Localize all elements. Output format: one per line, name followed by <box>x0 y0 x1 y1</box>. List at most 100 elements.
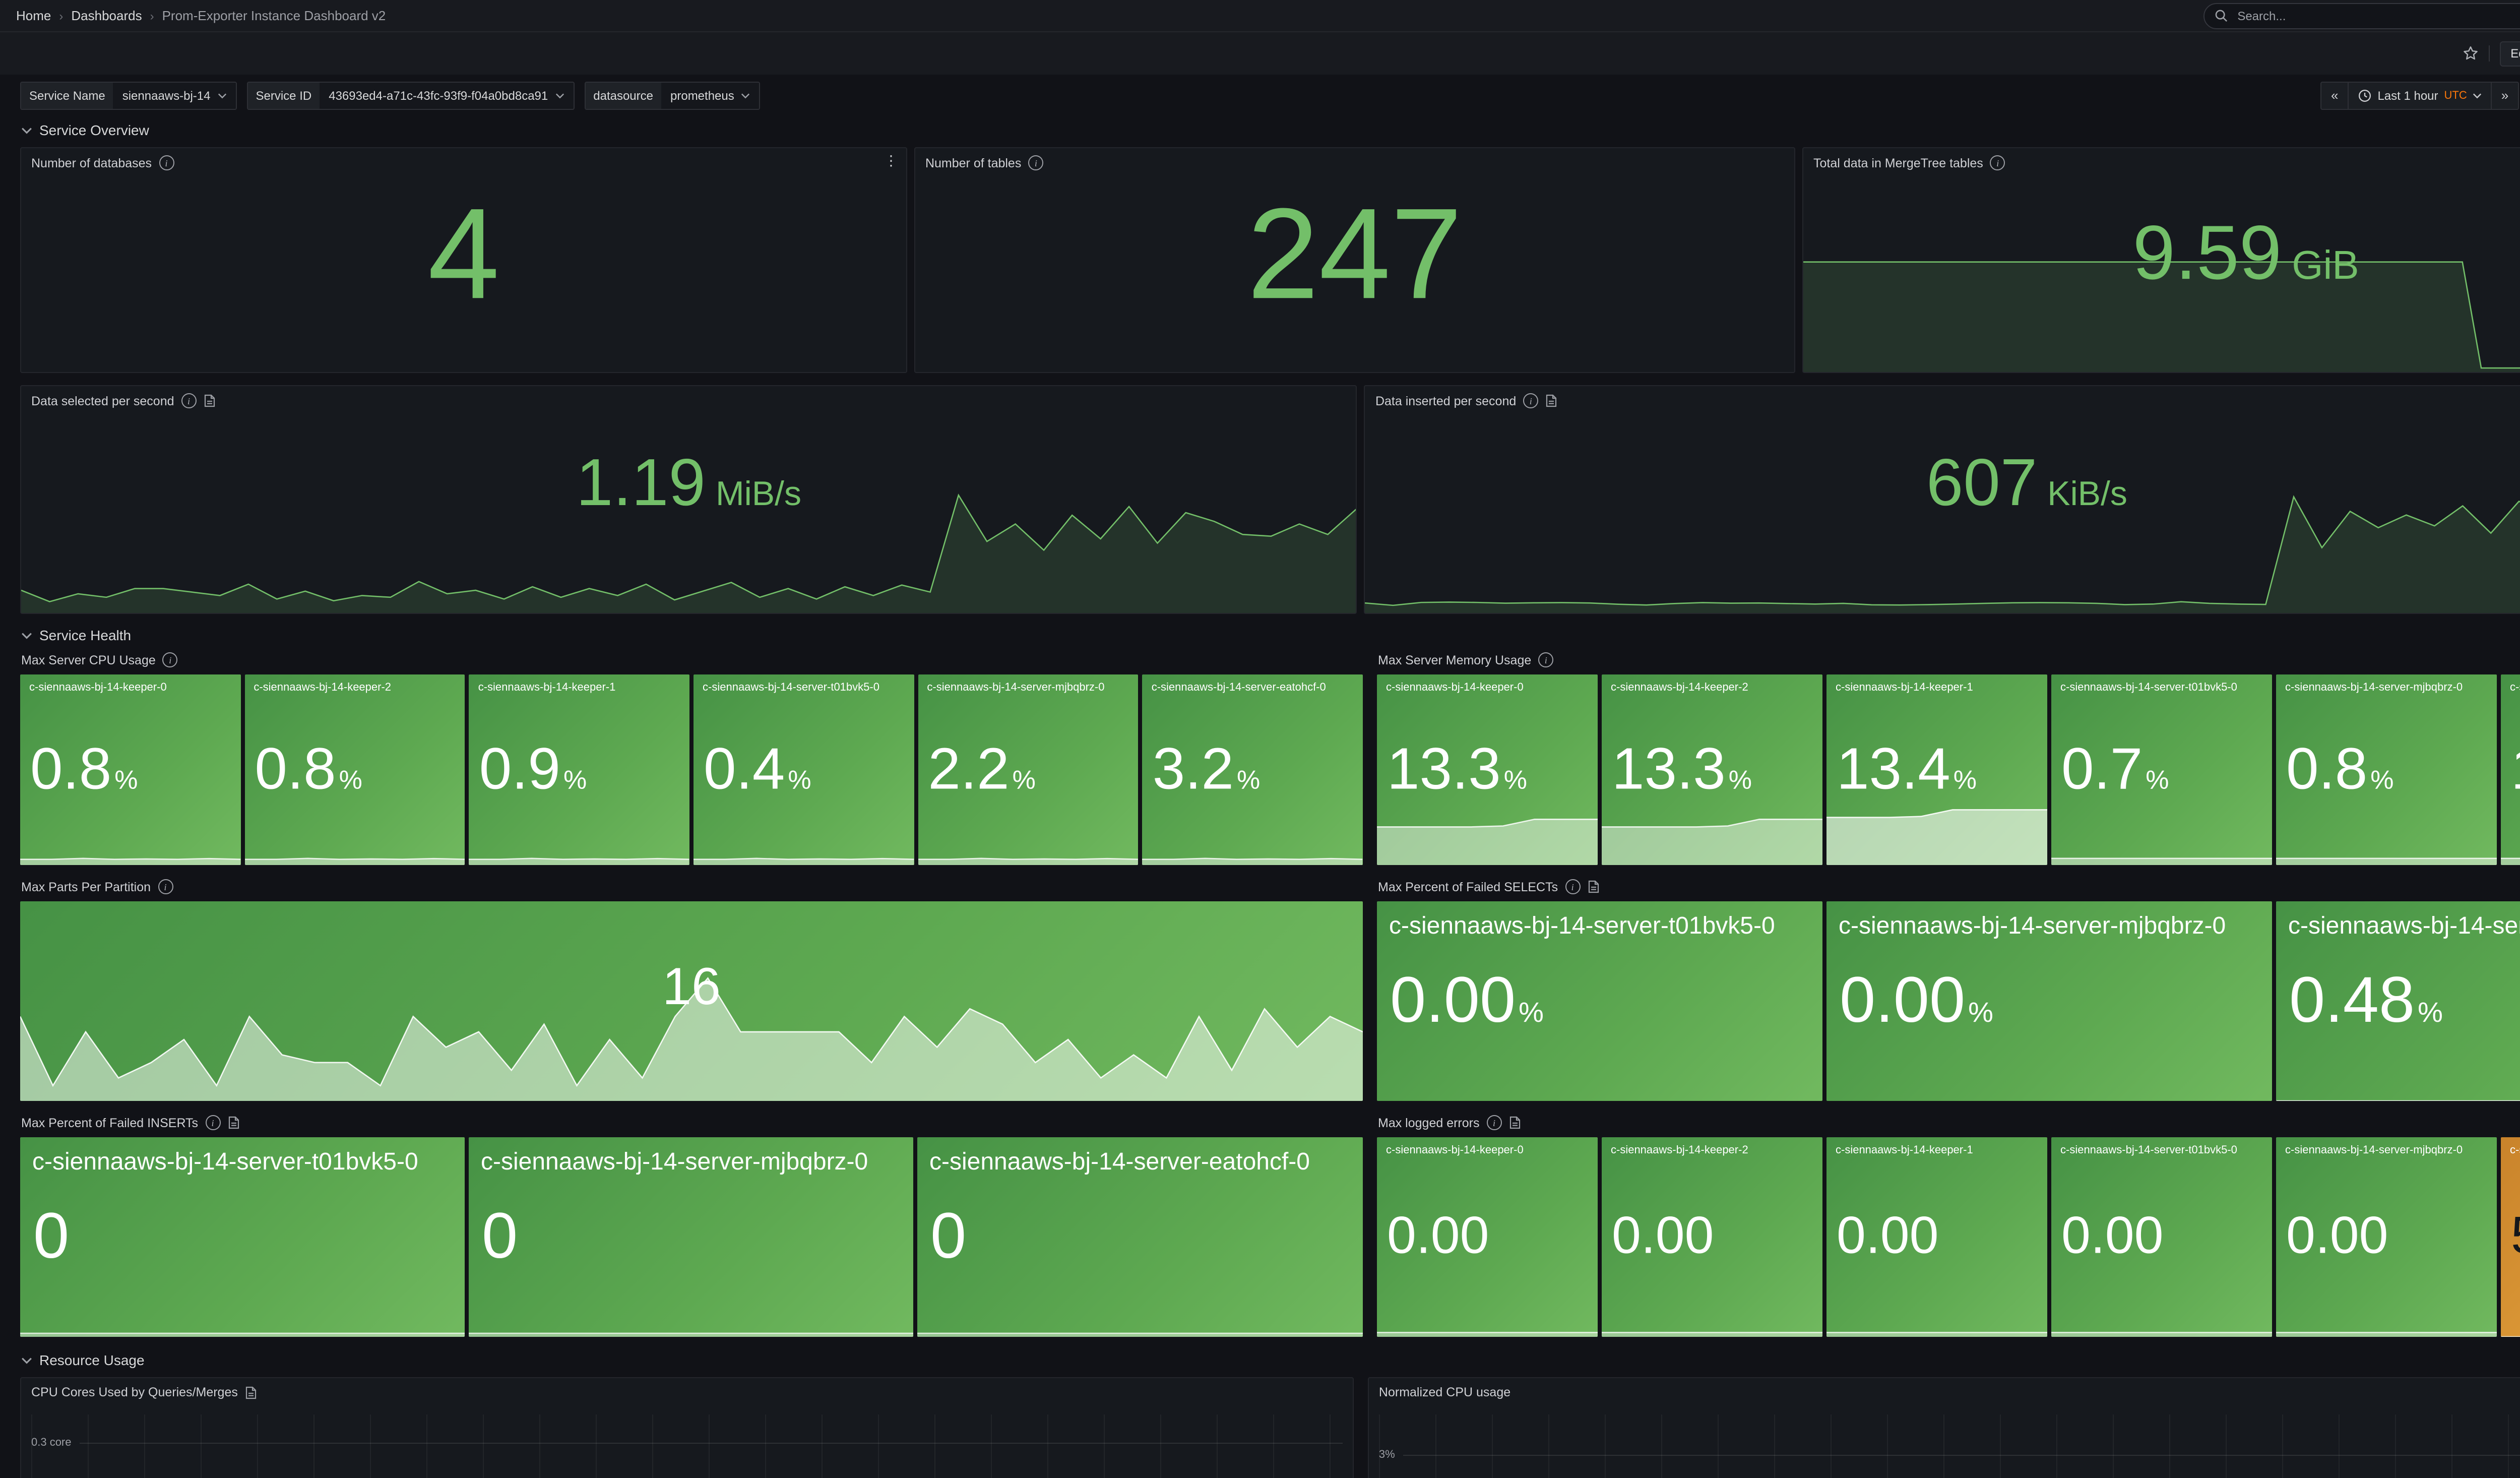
panel-number-of-tables[interactable]: Number of tables i 247 <box>914 147 1796 373</box>
info-icon[interactable]: i <box>1538 652 1554 667</box>
breadcrumb-separator: › <box>150 9 154 23</box>
stat-panel[interactable]: c-siennaaws-bj-14-keeper-1 13.4% <box>1826 674 2047 865</box>
description-icon[interactable] <box>245 1386 257 1399</box>
stat-panel-alert[interactable]: c-siennaaws-bj-14-server-eatohcf-0 5.00 <box>2501 1137 2520 1337</box>
stat-panel[interactable]: c-siennaaws-bj-14-server-t01bvk5-0 0.7% <box>2051 674 2272 865</box>
stat-value: 0.4% <box>704 735 811 802</box>
info-icon[interactable]: i <box>1523 393 1539 408</box>
stat-panel[interactable]: c-siennaaws-bj-14-server-mjbqbrz-0 0.00% <box>1826 901 2272 1101</box>
stat-panel[interactable]: c-siennaaws-bj-14-keeper-1 0.9% <box>469 674 690 865</box>
variable-datasource[interactable]: datasource prometheus <box>584 81 761 109</box>
failed-selects-panels: c-siennaaws-bj-14-server-t01bvk5-0 0.00%… <box>1377 901 2520 1101</box>
description-icon[interactable] <box>1509 1116 1521 1129</box>
description-icon[interactable] <box>1587 880 1599 893</box>
stat-panel[interactable]: c-siennaaws-bj-14-server-eatohcf-0 0 <box>917 1137 1363 1337</box>
stat-panel[interactable]: c-siennaaws-bj-14-keeper-2 0.00 <box>1602 1137 1822 1337</box>
dashboard-toolbar: Edit Export Share <box>0 32 2520 75</box>
stat-panel[interactable]: c-siennaaws-bj-14-keeper-1 0.00 <box>1826 1137 2047 1337</box>
time-shift-back-button[interactable]: « <box>2322 82 2349 108</box>
stat-panel[interactable]: c-siennaaws-bj-14-keeper-0 0.8% <box>20 674 241 865</box>
section-resource-usage[interactable]: Resource Usage <box>21 1352 2520 1368</box>
description-icon[interactable] <box>204 394 216 407</box>
info-icon[interactable]: i <box>158 879 173 894</box>
stat-label: c-siennaaws-bj-14-keeper-1 <box>478 682 616 694</box>
panel-cpu-cores-queries-merges[interactable]: CPU Cores Used by Queries/Merges 0.3 cor… <box>20 1377 1354 1478</box>
stat-value: 0 <box>930 1199 967 1272</box>
stat-panel[interactable]: c-siennaaws-bj-14-server-eatohcf-0 1.4% <box>2501 674 2520 865</box>
stat-label: c-siennaaws-bj-14-server-eatohcf-0 <box>2288 912 2520 940</box>
stat-label: c-siennaaws-bj-14-server-eatohcf-0 <box>1151 682 1326 694</box>
stat-panel[interactable]: c-siennaaws-bj-14-keeper-2 0.8% <box>244 674 465 865</box>
panel-title: Number of tables <box>925 156 1022 170</box>
stat-panel[interactable]: c-siennaaws-bj-14-server-mjbqbrz-0 2.2% <box>918 674 1139 865</box>
stat-panel[interactable]: c-siennaaws-bj-14-server-mjbqbrz-0 0 <box>469 1137 913 1337</box>
stat-value: 0.00 <box>2286 1206 2388 1265</box>
stat-panel[interactable]: c-siennaaws-bj-14-keeper-0 13.3% <box>1377 674 1598 865</box>
stat-panel[interactable]: c-siennaaws-bj-14-server-t01bvk5-0 0.00% <box>1377 901 1822 1101</box>
info-icon[interactable]: i <box>181 393 197 408</box>
stat-value: 16 <box>662 958 721 1017</box>
stat-panel[interactable]: c-siennaaws-bj-14-server-t01bvk5-0 0.00 <box>2051 1137 2272 1337</box>
stat-value: 0.00 <box>1612 1206 1714 1265</box>
dashboard-body: Service Name siennaaws-bj-14 Service ID … <box>0 81 2520 1478</box>
info-icon[interactable]: i <box>1028 155 1044 170</box>
stat-panel[interactable]: c-siennaaws-bj-14-server-eatohcf-0 3.2% <box>1142 674 1363 865</box>
chevron-down-icon <box>2473 93 2482 98</box>
panel-max-percent-failed-selects-title: Max Percent of Failed SELECTs i <box>1378 879 2520 894</box>
info-icon[interactable]: i <box>1486 1115 1502 1130</box>
panel-data-selected-per-second[interactable]: Data selected per second i 1.19 MiB/s <box>20 385 1357 614</box>
breadcrumb-home[interactable]: Home <box>16 8 51 23</box>
breadcrumb: Home › Dashboards › Prom-Exporter Instan… <box>16 8 386 23</box>
variable-service-name[interactable]: Service Name siennaaws-bj-14 <box>20 81 237 109</box>
stat-panel[interactable]: c-siennaaws-bj-14-keeper-0 0.00 <box>1377 1137 1598 1337</box>
variable-service-id[interactable]: Service ID 43693ed4-a71c-43fc-93f9-f04a0… <box>246 81 575 109</box>
parts-per-partition-panel[interactable]: 16 <box>20 901 1363 1101</box>
stat-panel[interactable]: c-siennaaws-bj-14-keeper-2 13.3% <box>1602 674 1822 865</box>
sparkline <box>469 1137 913 1337</box>
panel-number-of-databases[interactable]: Number of databases i ⋮ 4 <box>20 147 907 373</box>
star-icon[interactable] <box>2462 45 2478 61</box>
parts-area-chart <box>20 901 1363 1101</box>
info-icon[interactable]: i <box>159 155 174 170</box>
top-nav: Home › Dashboards › Prom-Exporter Instan… <box>0 0 2520 32</box>
stat-label: c-siennaaws-bj-14-server-mjbqbrz-0 <box>927 682 1105 694</box>
time-range-picker[interactable]: Last 1 hour UTC <box>2348 82 2492 108</box>
cpu-stat-panels: c-siennaaws-bj-14-keeper-0 0.8% c-sienna… <box>20 674 1363 865</box>
description-icon[interactable] <box>227 1116 239 1129</box>
stat-panel[interactable]: c-siennaaws-bj-14-server-mjbqbrz-0 0.00 <box>2276 1137 2497 1337</box>
stat-panel[interactable]: c-siennaaws-bj-14-server-t01bvk5-0 0 <box>20 1137 465 1337</box>
time-controls: « Last 1 hour UTC » <box>2320 81 2520 109</box>
panel-menu-icon[interactable]: ⋮ <box>884 152 898 168</box>
stat-label: c-siennaaws-bj-14-server-mjbqbrz-0 <box>2285 1144 2463 1156</box>
search-input[interactable]: ⌘+k <box>2203 3 2520 29</box>
search-field[interactable] <box>2235 8 2520 24</box>
stat-panel[interactable]: c-siennaaws-bj-14-server-mjbqbrz-0 0.8% <box>2276 674 2497 865</box>
stat-label: c-siennaaws-bj-14-keeper-2 <box>1611 1144 1748 1156</box>
variable-label: datasource <box>585 82 661 108</box>
breadcrumb-dashboards[interactable]: Dashboards <box>71 8 142 23</box>
section-service-overview[interactable]: Service Overview <box>21 122 2520 138</box>
stat-panel[interactable]: c-siennaaws-bj-14-server-t01bvk5-0 0.4% <box>694 674 914 865</box>
panel-total-data-mergetree[interactable]: Total data in MergeTree tables i 9.59 GiB <box>1802 147 2520 373</box>
stat-value: 13.3% <box>1387 735 1528 802</box>
stat-label: c-siennaaws-bj-14-server-eatohcf-0 <box>2510 1144 2520 1156</box>
stat-value: 0.00% <box>1390 963 1544 1036</box>
stat-value: 0.7% <box>2061 735 2169 802</box>
stat-label: c-siennaaws-bj-14-keeper-2 <box>254 682 392 694</box>
panel-data-inserted-per-second[interactable]: Data inserted per second i 607 KiB/s <box>1364 385 2520 614</box>
info-icon[interactable]: i <box>1990 155 2005 170</box>
sparkline <box>2501 674 2520 865</box>
stat-value: 2.2% <box>928 735 1036 802</box>
section-service-health[interactable]: Service Health <box>21 627 2520 643</box>
info-icon[interactable]: i <box>205 1115 221 1130</box>
info-icon[interactable]: i <box>1565 879 1581 894</box>
info-icon[interactable]: i <box>162 652 178 667</box>
description-icon[interactable] <box>1545 394 1557 407</box>
edit-button[interactable]: Edit <box>2499 41 2520 66</box>
stat-panel[interactable]: c-siennaaws-bj-14-server-eatohcf-0 0.48% <box>2276 901 2520 1101</box>
time-shift-forward-button[interactable]: » <box>2501 88 2509 103</box>
panel-normalized-cpu-usage[interactable]: Normalized CPU usage 3% <box>1367 1377 2520 1478</box>
selected-area-chart <box>21 386 1356 613</box>
stat-value: 0 <box>33 1199 70 1272</box>
y-axis-tick: 3% <box>1378 1449 1395 1461</box>
